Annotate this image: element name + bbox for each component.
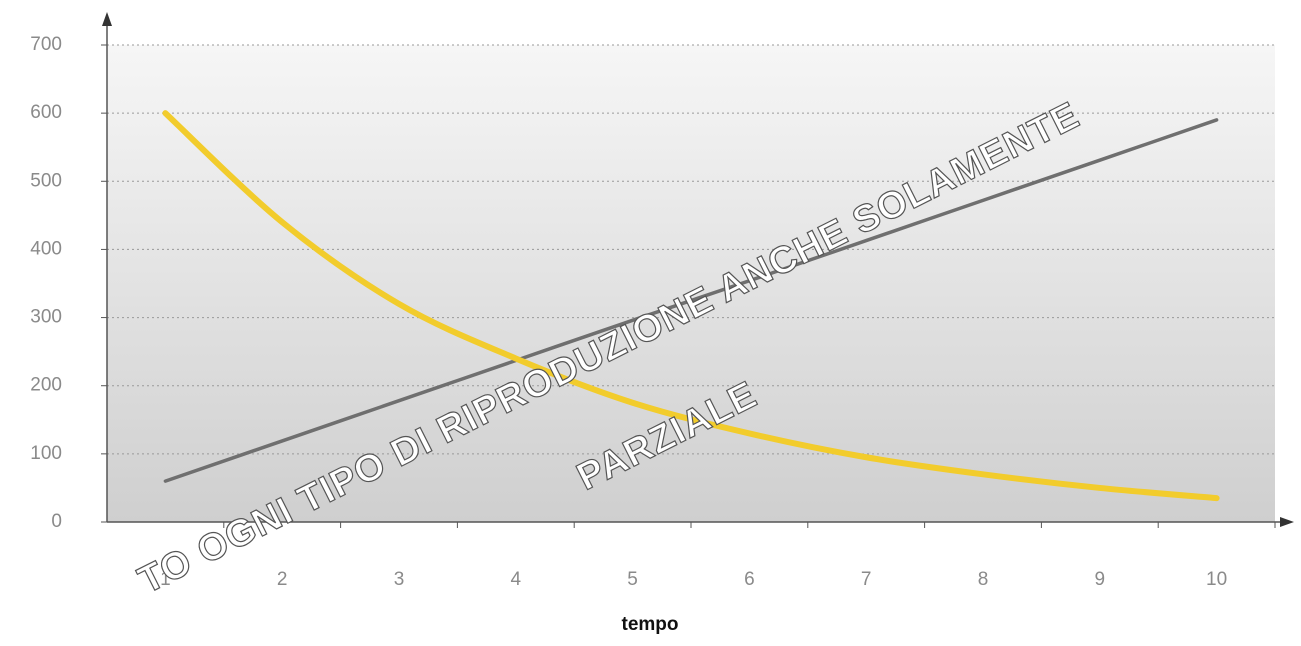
y-tick-label: 200 (30, 375, 62, 396)
series-line (163, 118, 1219, 483)
y-arrow (102, 12, 112, 26)
y-tick-label: 400 (30, 238, 62, 259)
y-tick-label: 600 (30, 102, 62, 123)
y-tick-label: 700 (30, 34, 62, 55)
y-tick-label: 100 (30, 443, 62, 464)
series-line (162, 110, 1220, 502)
x-tick-label: 6 (744, 569, 755, 590)
x-tick-label: 2 (277, 569, 288, 590)
x-tick-label: 9 (1095, 569, 1106, 590)
x-tick-label: 5 (627, 569, 638, 590)
x-arrow (1280, 517, 1294, 527)
x-tick-label: 4 (511, 569, 522, 590)
y-tick-label: 300 (30, 307, 62, 328)
x-axis-label: tempo (622, 614, 679, 635)
y-tick-label: 500 (30, 170, 62, 191)
x-tick-label: 3 (394, 569, 405, 590)
x-tick-label: 1 (160, 569, 171, 590)
y-tick-label: 0 (51, 511, 62, 532)
x-tick-label: 7 (861, 569, 872, 590)
x-tick-label: 10 (1206, 569, 1227, 590)
x-tick-label: 8 (978, 569, 989, 590)
plot-area (107, 45, 1275, 522)
